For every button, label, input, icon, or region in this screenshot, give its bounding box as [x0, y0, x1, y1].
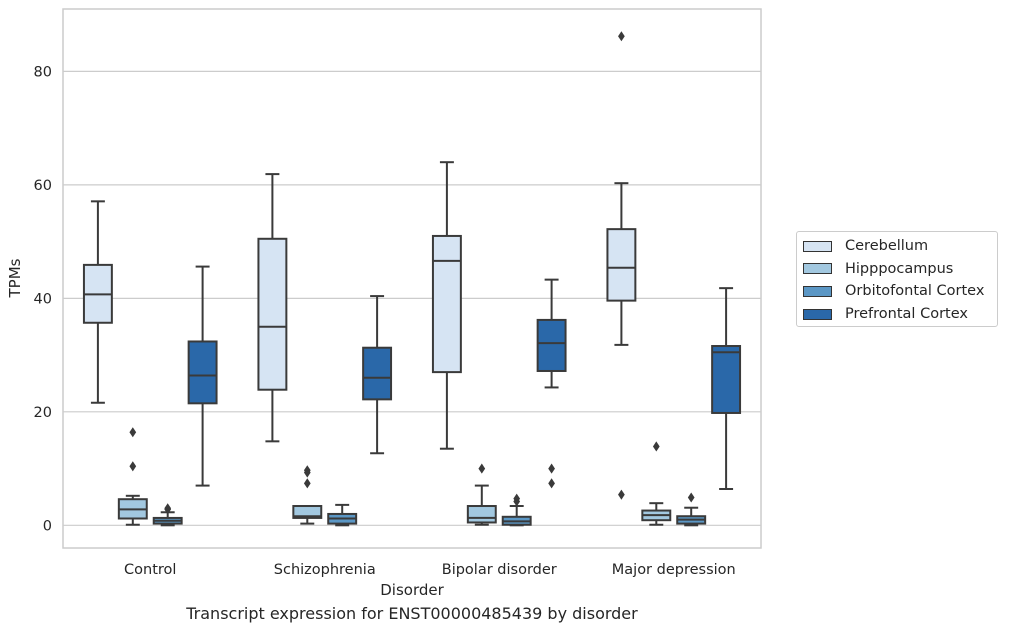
x-tick-label: Bipolar disorder	[442, 562, 557, 578]
legend-swatch	[803, 263, 832, 275]
outlier-point	[478, 463, 486, 474]
outlier-point	[548, 478, 555, 489]
x-tick-label: Schizophrenia	[274, 562, 376, 578]
legend-label: Hipppocampus	[845, 260, 954, 277]
legend-label: Orbitofontal Cortex	[845, 283, 985, 300]
box	[257, 237, 288, 391]
x-tick-label: Major depression	[612, 562, 736, 578]
box-group	[606, 31, 637, 500]
box-group	[501, 493, 532, 527]
box	[466, 505, 497, 524]
box-group	[362, 295, 393, 455]
box	[606, 228, 637, 302]
box-group	[292, 465, 323, 525]
legend-label: Cerebellum	[845, 238, 929, 255]
box-group	[187, 265, 218, 487]
box	[187, 340, 218, 405]
y-axis-title: TPMs	[6, 258, 24, 298]
legend: Cerebellum Hipppocampus Orbitofontal Cor…	[796, 231, 998, 327]
box-group	[82, 200, 113, 404]
box	[536, 318, 567, 372]
outlier-point	[129, 427, 137, 438]
outlier-point	[164, 503, 172, 514]
chart-caption: Transcript expression for ENST0000048543…	[186, 604, 638, 623]
y-tick-label: 0	[43, 518, 52, 534]
x-tick-labels: Control Schizophrenia Bipolar disorder Majo…	[124, 562, 736, 578]
box	[292, 505, 323, 519]
y-tick-label: 20	[34, 405, 52, 421]
legend-swatch	[803, 240, 832, 252]
box-group	[152, 503, 183, 527]
box-group	[327, 503, 358, 527]
box-group	[641, 441, 672, 526]
box-marks	[82, 31, 742, 527]
box-group	[117, 427, 148, 526]
box-group	[711, 287, 742, 490]
box-group	[676, 492, 707, 527]
box-group	[431, 161, 462, 450]
outlier-point	[513, 493, 521, 504]
box-group	[257, 173, 288, 443]
box	[431, 234, 462, 374]
box	[711, 345, 742, 414]
x-tick-label: Control	[124, 562, 176, 578]
y-tick-label: 80	[34, 64, 52, 80]
outlier-point	[652, 441, 660, 452]
plot-frame	[62, 8, 762, 549]
gridlines	[63, 70, 761, 526]
outlier-point	[303, 478, 311, 489]
y-tick-label: 60	[34, 178, 52, 194]
outlier-point	[129, 461, 137, 472]
outlier-point	[687, 492, 695, 503]
legend-item: Cerebellum	[797, 235, 997, 258]
y-tick-labels: 0 20 40 60 80	[34, 64, 52, 534]
outlier-point	[548, 463, 555, 474]
y-tick-label: 40	[34, 291, 52, 307]
outlier-point	[303, 465, 311, 476]
box-group	[536, 278, 567, 489]
box	[362, 346, 393, 401]
legend-label: Prefrontal Cortex	[845, 306, 968, 323]
outlier-point	[618, 31, 625, 42]
box-group	[466, 463, 497, 526]
legend-swatch	[803, 308, 832, 320]
outlier-point	[618, 489, 625, 500]
x-axis-title: Disorder	[380, 581, 444, 599]
legend-item: Orbitofontal Cortex	[797, 280, 997, 303]
legend-item: Prefrontal Cortex	[797, 303, 997, 326]
legend-item: Hipppocampus	[797, 258, 997, 281]
legend-swatch	[803, 285, 832, 297]
